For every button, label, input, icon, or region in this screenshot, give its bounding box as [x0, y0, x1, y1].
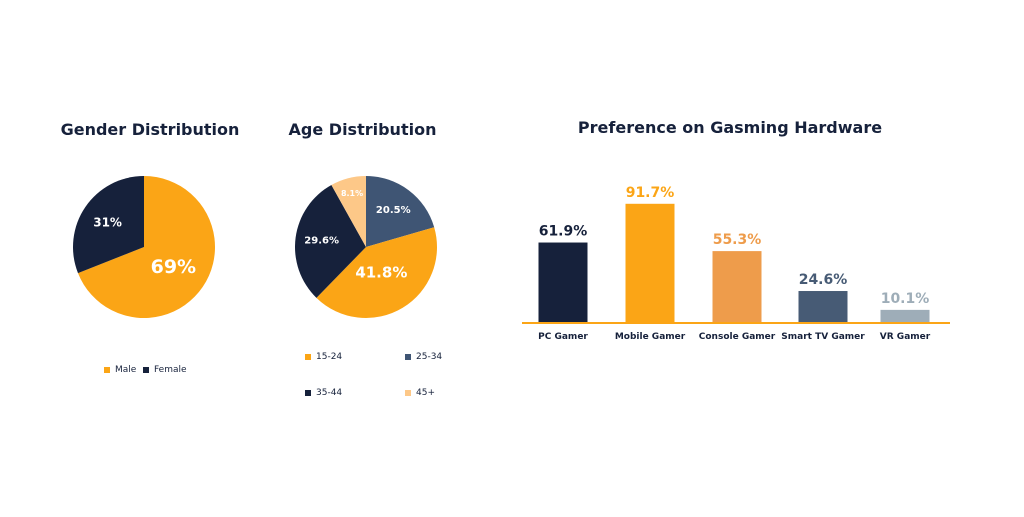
legend-age-25-34: 25-34: [405, 352, 442, 362]
bar-category-mobile-gamer: Mobile Gamer: [615, 332, 686, 342]
bar-category-console-gamer: Console Gamer: [699, 332, 776, 342]
bar-value-pc-gamer: 61.9%: [539, 224, 588, 240]
legend-female-swatch: [143, 367, 149, 373]
pie-label-25-34: 20.5%: [376, 205, 411, 216]
legend-male: Male: [104, 365, 136, 375]
pie-slice-female: [72, 176, 144, 274]
legend-age-35-44-swatch: [305, 390, 311, 396]
pie-label-15-24: 41.8%: [355, 264, 407, 282]
legend-age-25-34-label: 25-34: [416, 352, 443, 362]
pie-label-male: 69%: [151, 256, 196, 278]
legend-age-15-24: 15-24: [305, 352, 342, 362]
bar-value-smart-tv-gamer: 24.6%: [799, 272, 848, 288]
legend-age-45-swatch: [405, 390, 411, 396]
pie-slice-45: [331, 176, 366, 247]
legend-age-15-24-label: 15-24: [316, 352, 343, 362]
legend-female-label: Female: [154, 365, 187, 375]
pie-slice-25-34: [366, 176, 435, 247]
legend-age-45: 45+: [405, 388, 435, 398]
pie-slice-15-24: [316, 227, 437, 318]
hardware-chart-title: Preference on Gasming Hardware: [577, 118, 883, 137]
pie-slice-35-44: [295, 184, 366, 298]
pie-slice-male: [77, 176, 215, 318]
bar-category-smart-tv-gamer: Smart TV Gamer: [781, 332, 865, 342]
bar-console-gamer: [712, 251, 762, 323]
legend-age-45-label: 45+: [416, 388, 435, 398]
gender-chart-title: Gender Distribution: [60, 120, 240, 139]
legend-age-35-44: 35-44: [305, 388, 342, 398]
bar-category-vr-gamer: VR Gamer: [880, 332, 931, 342]
pie-label-35-44: 29.6%: [304, 236, 339, 247]
bar-pc-gamer: [538, 242, 588, 323]
bar-value-console-gamer: 55.3%: [713, 232, 762, 248]
bar-vr-gamer: [880, 309, 930, 323]
age-chart-title: Age Distribution: [288, 120, 437, 139]
bar-value-vr-gamer: 10.1%: [881, 291, 930, 307]
bar-category-pc-gamer: PC Gamer: [538, 332, 588, 342]
legend-age-35-44-label: 35-44: [316, 388, 343, 398]
pie-label-45: 8.1%: [341, 189, 363, 198]
legend-female: Female: [143, 365, 187, 375]
legend-age-25-34-swatch: [405, 354, 411, 360]
legend-male-swatch: [104, 367, 110, 373]
legend-age-15-24-swatch: [305, 354, 311, 360]
bar-value-mobile-gamer: 91.7%: [626, 185, 675, 201]
bar-mobile-gamer: [625, 203, 675, 323]
bar-smart-tv-gamer: [798, 291, 848, 323]
legend-male-label: Male: [115, 365, 137, 375]
pie-label-female: 31%: [93, 215, 122, 229]
